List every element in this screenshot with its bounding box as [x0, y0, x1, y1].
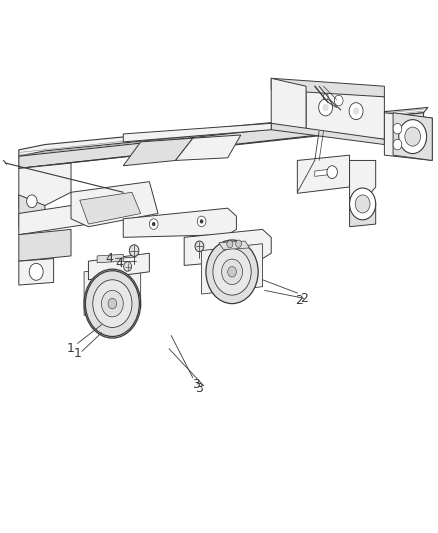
Polygon shape: [123, 208, 237, 237]
Circle shape: [93, 280, 132, 327]
Text: 1: 1: [74, 348, 81, 360]
Text: 3: 3: [192, 378, 200, 391]
Circle shape: [228, 266, 237, 277]
Polygon shape: [176, 135, 241, 160]
Circle shape: [327, 166, 337, 179]
Circle shape: [84, 269, 141, 338]
Text: 3: 3: [195, 382, 203, 395]
Circle shape: [27, 195, 37, 208]
Text: 4: 4: [115, 257, 123, 270]
Polygon shape: [297, 155, 350, 193]
Circle shape: [100, 289, 124, 318]
Polygon shape: [271, 78, 306, 131]
Circle shape: [108, 298, 117, 309]
Circle shape: [349, 103, 363, 119]
Circle shape: [29, 263, 43, 280]
Polygon shape: [19, 259, 53, 285]
Polygon shape: [350, 203, 376, 227]
Polygon shape: [385, 113, 432, 160]
Circle shape: [195, 241, 204, 252]
Circle shape: [102, 290, 123, 317]
Polygon shape: [97, 254, 123, 263]
Polygon shape: [315, 169, 328, 176]
Text: 2: 2: [296, 294, 304, 308]
Circle shape: [213, 248, 251, 295]
Polygon shape: [184, 229, 271, 265]
Circle shape: [222, 259, 243, 285]
Polygon shape: [19, 113, 424, 168]
Polygon shape: [19, 195, 45, 229]
Circle shape: [334, 95, 343, 106]
Polygon shape: [19, 163, 71, 208]
Polygon shape: [80, 192, 141, 224]
Circle shape: [124, 262, 131, 271]
Polygon shape: [123, 123, 271, 142]
Polygon shape: [350, 160, 376, 203]
Circle shape: [85, 271, 139, 336]
Polygon shape: [19, 229, 71, 261]
Polygon shape: [88, 253, 149, 280]
Circle shape: [197, 216, 206, 227]
Circle shape: [227, 240, 233, 248]
Circle shape: [319, 99, 332, 116]
Text: 4: 4: [106, 252, 113, 265]
Polygon shape: [71, 182, 158, 227]
Circle shape: [393, 123, 402, 134]
Text: 1: 1: [67, 342, 75, 355]
Polygon shape: [19, 108, 428, 156]
Polygon shape: [123, 138, 193, 166]
Circle shape: [350, 188, 376, 220]
Polygon shape: [19, 198, 149, 235]
Circle shape: [152, 222, 155, 226]
Circle shape: [129, 245, 139, 256]
Circle shape: [405, 127, 420, 146]
Polygon shape: [219, 241, 250, 249]
Circle shape: [393, 139, 402, 150]
Polygon shape: [201, 244, 262, 294]
Circle shape: [353, 108, 359, 115]
Circle shape: [236, 240, 242, 247]
Circle shape: [149, 219, 158, 229]
Circle shape: [206, 240, 258, 304]
Circle shape: [200, 219, 203, 223]
Text: 2: 2: [300, 292, 308, 305]
Polygon shape: [84, 266, 141, 316]
Circle shape: [323, 94, 328, 100]
Circle shape: [107, 297, 117, 310]
Polygon shape: [271, 123, 385, 144]
Polygon shape: [393, 113, 432, 160]
Polygon shape: [306, 86, 385, 139]
Circle shape: [355, 195, 370, 213]
Polygon shape: [271, 78, 385, 97]
Circle shape: [322, 104, 328, 111]
Circle shape: [399, 119, 427, 154]
Circle shape: [92, 278, 133, 329]
